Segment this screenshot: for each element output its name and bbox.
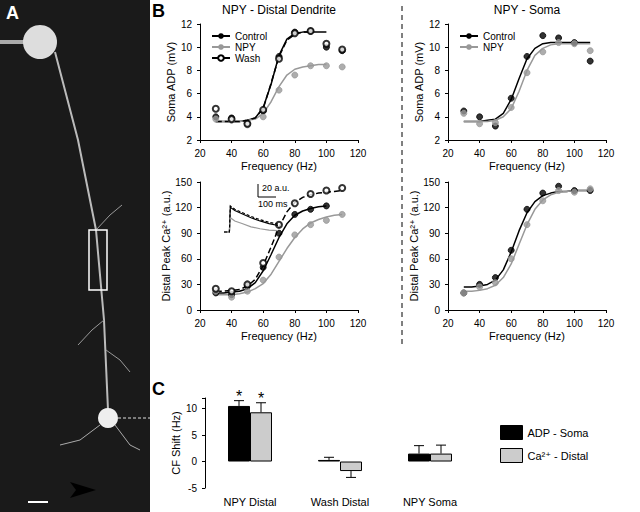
svg-text:Frequency (Hz): Frequency (Hz) <box>241 330 317 342</box>
svg-text:Wash: Wash <box>235 53 260 64</box>
svg-text:5: 5 <box>191 430 197 441</box>
svg-text:120: 120 <box>350 148 367 159</box>
svg-text:4: 4 <box>434 111 440 122</box>
svg-text:Soma ADP (mV): Soma ADP (mV) <box>165 42 177 123</box>
svg-text:100: 100 <box>566 148 583 159</box>
svg-text:10: 10 <box>186 403 198 414</box>
svg-text:Soma ADP (mV): Soma ADP (mV) <box>413 42 425 123</box>
svg-text:100: 100 <box>318 148 335 159</box>
svg-text:60: 60 <box>181 253 193 264</box>
svg-text:Control: Control <box>483 31 515 42</box>
svg-text:Frequency (Hz): Frequency (Hz) <box>241 160 317 172</box>
svg-text:*: * <box>258 390 264 407</box>
svg-text:CF Shift (Hz): CF Shift (Hz) <box>170 411 182 475</box>
svg-text:20: 20 <box>194 318 206 329</box>
svg-text:20 a.u.: 20 a.u. <box>262 183 290 193</box>
svg-text:NPY Soma: NPY Soma <box>403 496 458 508</box>
svg-text:2: 2 <box>434 135 440 146</box>
svg-text:NPY: NPY <box>483 42 504 53</box>
svg-text:0: 0 <box>186 305 192 316</box>
svg-text:120: 120 <box>598 318 615 329</box>
svg-text:150: 150 <box>423 177 440 188</box>
svg-text:12: 12 <box>181 19 193 30</box>
svg-text:90: 90 <box>429 228 441 239</box>
svg-text:C: C <box>152 379 165 399</box>
svg-text:8: 8 <box>434 65 440 76</box>
svg-text:60: 60 <box>506 318 518 329</box>
svg-text:NPY - Soma: NPY - Soma <box>494 3 561 17</box>
svg-text:80: 80 <box>289 148 301 159</box>
svg-text:6: 6 <box>186 88 192 99</box>
svg-text:60: 60 <box>506 148 518 159</box>
svg-text:40: 40 <box>474 148 486 159</box>
svg-text:60: 60 <box>258 148 270 159</box>
svg-text:10: 10 <box>429 42 441 53</box>
svg-text:Distal Peak Ca²⁺ (a.u.): Distal Peak Ca²⁺ (a.u.) <box>408 191 420 302</box>
svg-text:6: 6 <box>434 88 440 99</box>
svg-text:80: 80 <box>537 318 549 329</box>
svg-text:20: 20 <box>442 318 454 329</box>
svg-text:80: 80 <box>289 318 301 329</box>
svg-text:2: 2 <box>186 135 192 146</box>
svg-text:0: 0 <box>434 305 440 316</box>
svg-text:150: 150 <box>175 177 192 188</box>
svg-text:30: 30 <box>429 279 441 290</box>
svg-text:Control: Control <box>235 31 267 42</box>
svg-text:B: B <box>152 1 165 21</box>
svg-text:80: 80 <box>537 148 549 159</box>
svg-text:60: 60 <box>258 318 270 329</box>
svg-text:90: 90 <box>181 228 193 239</box>
svg-text:Frequency (Hz): Frequency (Hz) <box>489 330 565 342</box>
svg-text:NPY - Distal Dendrite: NPY - Distal Dendrite <box>222 3 336 17</box>
svg-text:100: 100 <box>566 318 583 329</box>
svg-text:60: 60 <box>429 253 441 264</box>
svg-text:12: 12 <box>429 19 441 30</box>
svg-text:120: 120 <box>598 148 615 159</box>
svg-text:100 ms: 100 ms <box>258 199 288 209</box>
svg-text:NPY Distal: NPY Distal <box>224 496 277 508</box>
svg-text:30: 30 <box>181 279 193 290</box>
svg-text:20: 20 <box>194 148 206 159</box>
svg-text:20: 20 <box>442 148 454 159</box>
svg-text:Ca²⁺ - Distal: Ca²⁺ - Distal <box>528 450 589 462</box>
svg-text:-5: -5 <box>188 483 197 494</box>
svg-text:40: 40 <box>226 318 238 329</box>
svg-text:120: 120 <box>350 318 367 329</box>
svg-text:100: 100 <box>318 318 335 329</box>
svg-text:Frequency (Hz): Frequency (Hz) <box>489 160 565 172</box>
svg-text:40: 40 <box>474 318 486 329</box>
svg-text:120: 120 <box>423 202 440 213</box>
svg-text:0: 0 <box>191 456 197 467</box>
svg-text:4: 4 <box>186 111 192 122</box>
svg-text:10: 10 <box>181 42 193 53</box>
svg-text:40: 40 <box>226 148 238 159</box>
svg-text:A: A <box>6 3 19 23</box>
svg-text:8: 8 <box>186 65 192 76</box>
svg-text:NPY: NPY <box>235 42 256 53</box>
svg-text:Distal Peak Ca²⁺ (a.u.): Distal Peak Ca²⁺ (a.u.) <box>160 191 172 302</box>
svg-text:*: * <box>236 388 242 405</box>
svg-text:ADP - Soma: ADP - Soma <box>528 427 590 439</box>
svg-text:Wash Distal: Wash Distal <box>311 496 369 508</box>
svg-text:120: 120 <box>175 202 192 213</box>
